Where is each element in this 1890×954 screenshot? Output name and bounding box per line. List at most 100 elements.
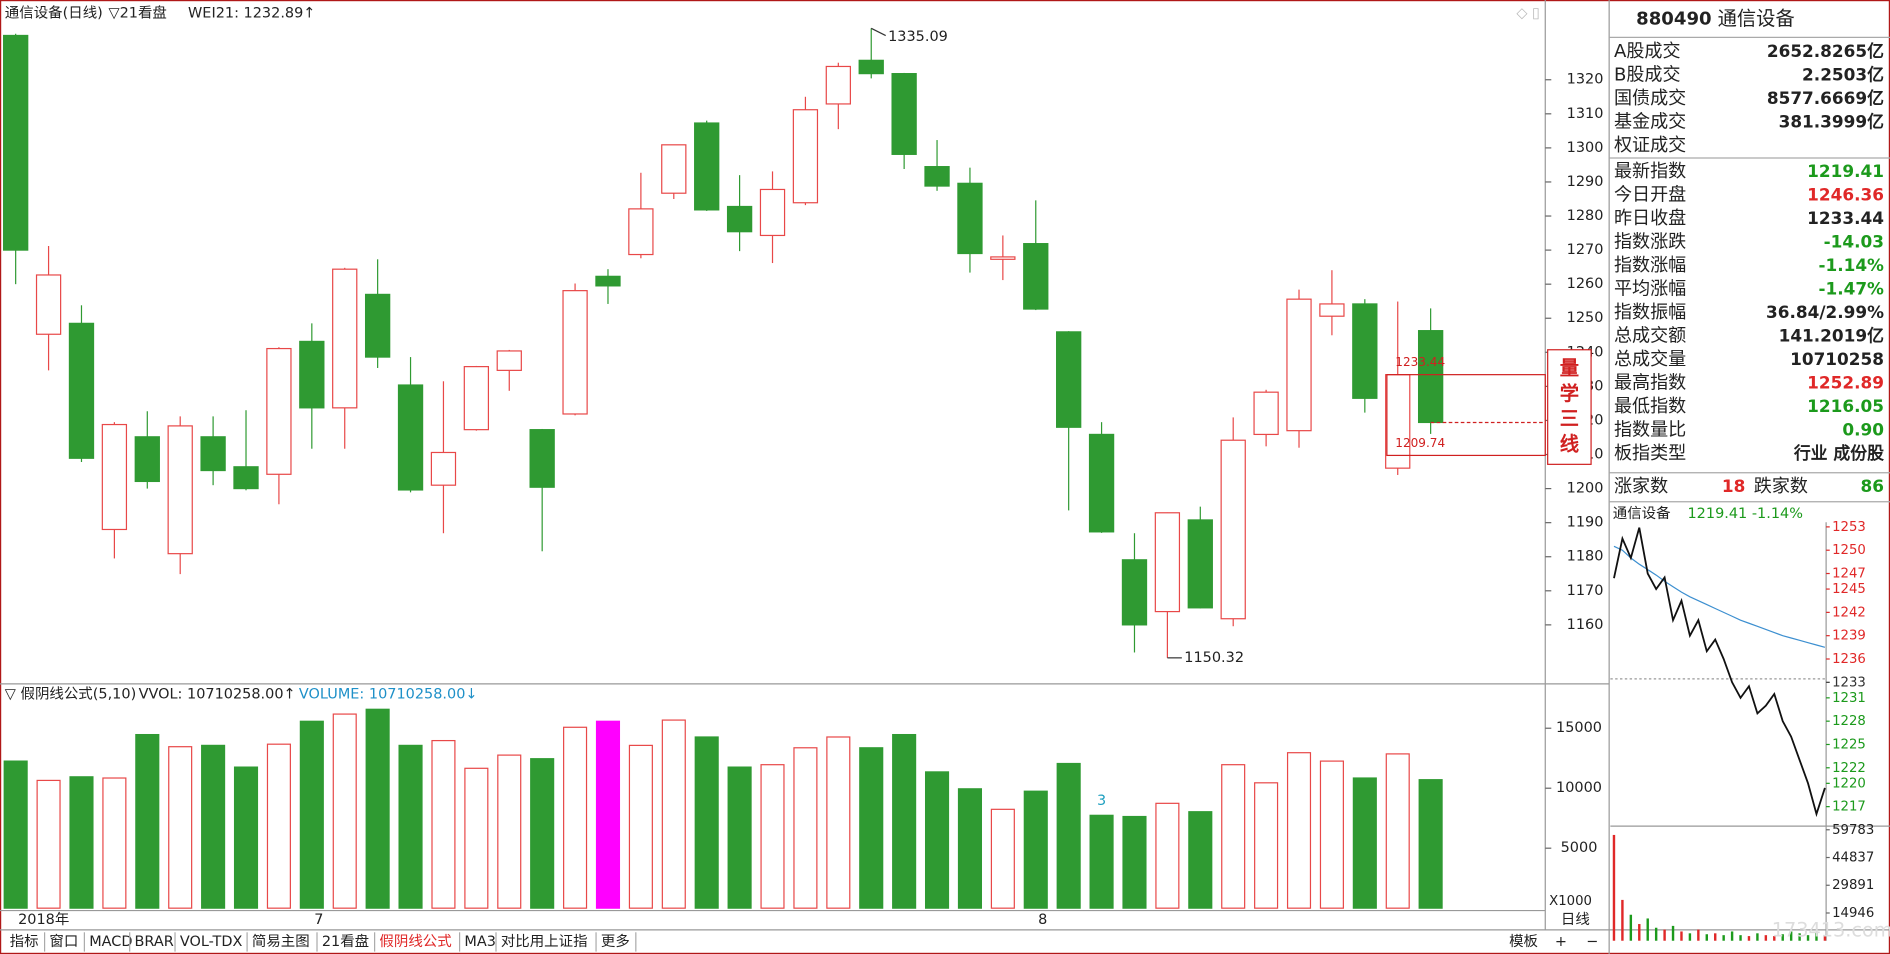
- intraday-volume-bar: [1680, 931, 1683, 941]
- toolbar-tab[interactable]: 21看盘: [322, 932, 369, 950]
- y-tick-label: 1245: [1832, 582, 1866, 597]
- volume-bar: [727, 766, 752, 909]
- volume-bar: [1385, 753, 1410, 909]
- quote-value: 1216.05: [1807, 396, 1884, 416]
- toolbar-tab[interactable]: 指标: [10, 933, 39, 950]
- candle-body: [924, 166, 950, 187]
- y-tick-label: 1180: [1567, 549, 1604, 565]
- quote-label: 今日开盘: [1614, 184, 1686, 205]
- three-line-tag[interactable]: [1547, 349, 1592, 465]
- quote-value: 0.90: [1842, 420, 1884, 440]
- intraday-volume-bar: [1705, 934, 1708, 941]
- toolbar-tab[interactable]: 假阴线公式: [379, 933, 451, 950]
- candle-body: [101, 423, 128, 531]
- high-label: 1335.09: [888, 29, 948, 45]
- volume-bar: [1352, 777, 1377, 909]
- y-tick-label: 44837: [1832, 851, 1874, 866]
- candle-body: [1187, 519, 1213, 609]
- x-axis-label: 日线: [1561, 911, 1590, 928]
- candle-body: [397, 384, 424, 491]
- quote-label: 权证成交: [1614, 135, 1686, 156]
- volume-bar: [102, 777, 127, 909]
- volume-bar: [793, 747, 818, 909]
- volume-title: ▽ 假阴线公式(5,10): [5, 686, 136, 703]
- toolbar-tab[interactable]: 对比用上证指: [501, 933, 588, 950]
- volume-bar: [168, 746, 193, 909]
- intraday-volume-bar: [1823, 935, 1827, 941]
- intraday-volume-bar: [1730, 931, 1734, 941]
- quote-label: 总成交量: [1614, 349, 1686, 370]
- x-tick-label: 2018年: [18, 911, 69, 928]
- three-line-box: [1386, 374, 1546, 457]
- y-tick-label: 1320: [1567, 72, 1604, 88]
- candle-body: [1088, 433, 1115, 533]
- volume-bar: [924, 771, 950, 909]
- volume-bar: [201, 744, 226, 909]
- candle-body: [1121, 559, 1148, 626]
- volume-bar: [760, 764, 785, 909]
- candle-body: [1286, 298, 1312, 432]
- candle-body: [661, 144, 687, 194]
- quote-label: 板指类型: [1614, 443, 1686, 464]
- quote-label: 国债成交: [1614, 88, 1686, 109]
- candle-body: [1154, 512, 1181, 613]
- chart-title: 通信设备(日线): [5, 4, 103, 21]
- toolbar-tab[interactable]: VOL-TDX: [180, 934, 243, 950]
- volume-bar: [530, 758, 555, 909]
- volume-bar: [3, 760, 28, 909]
- candle-body: [990, 256, 1016, 260]
- intraday-price: [1613, 527, 1826, 818]
- y-tick-label: 1228: [1832, 714, 1866, 729]
- volume-bar: [990, 808, 1015, 909]
- toolbar-tab[interactable]: MA3: [464, 934, 496, 950]
- volume-bar: [1221, 764, 1246, 909]
- intraday-volume-bar: [1663, 929, 1666, 941]
- toolbar-tab[interactable]: 窗口: [49, 932, 78, 950]
- intraday-quote: 1219.41 -1.14%: [1688, 506, 1803, 522]
- toolbar-tab[interactable]: 更多: [601, 933, 630, 950]
- quote-label: 指数量比: [1614, 420, 1686, 441]
- y-tick-label: 1260: [1567, 276, 1604, 292]
- candle-body: [299, 340, 325, 409]
- volume-bar: [1254, 782, 1279, 909]
- candle-body: [1319, 303, 1345, 317]
- toolbar-button[interactable]: −: [1586, 934, 1598, 950]
- candle-body: [1385, 374, 1411, 469]
- volume-bar: [1319, 760, 1344, 909]
- volume-bar: [365, 708, 390, 909]
- toolbar-tab[interactable]: 简易主图: [252, 933, 310, 950]
- volume-bar: [859, 747, 884, 909]
- toolbar-tab[interactable]: MACD: [89, 934, 132, 950]
- intraday-volume-bar: [1714, 933, 1717, 941]
- intraday-volume-bar: [1638, 924, 1641, 941]
- volume-bar: [135, 733, 160, 909]
- volume-bar: [69, 776, 94, 909]
- toolbar-button[interactable]: 模板: [1509, 932, 1538, 950]
- intraday-volume-bar: [1773, 936, 1776, 941]
- volume-legend: VVOL: 10710258.00↑: [139, 687, 296, 703]
- toolbar-tab[interactable]: BRAR: [135, 934, 174, 950]
- volume-bar: [1122, 815, 1147, 909]
- three-line-title: 三: [1560, 407, 1579, 430]
- window-icon[interactable]: ◇ ▯: [1516, 5, 1540, 21]
- volume-bar: [694, 736, 719, 909]
- candle-body: [266, 347, 292, 475]
- intraday-title: 通信设备: [1613, 505, 1671, 522]
- y-tick-label: 1239: [1832, 629, 1866, 644]
- candle-body: [496, 350, 522, 371]
- quote-value: -14.03: [1824, 231, 1884, 251]
- quote-value: 8577.6669亿: [1767, 88, 1884, 108]
- candle-body: [858, 59, 884, 75]
- intraday-volume-bar: [1688, 933, 1692, 941]
- y-tick-label: 1160: [1567, 617, 1604, 633]
- toolbar-button[interactable]: +: [1555, 934, 1567, 950]
- index-name: 通信设备: [1718, 7, 1795, 30]
- quote-label: 指数涨跌: [1614, 231, 1686, 252]
- quote-label: 最新指数: [1614, 161, 1686, 182]
- intraday-volume-bar: [1697, 929, 1700, 941]
- quote-value: 1252.89: [1807, 373, 1884, 393]
- intraday-volume-bar: [1722, 935, 1725, 941]
- quote-label: 基金成交: [1614, 111, 1686, 132]
